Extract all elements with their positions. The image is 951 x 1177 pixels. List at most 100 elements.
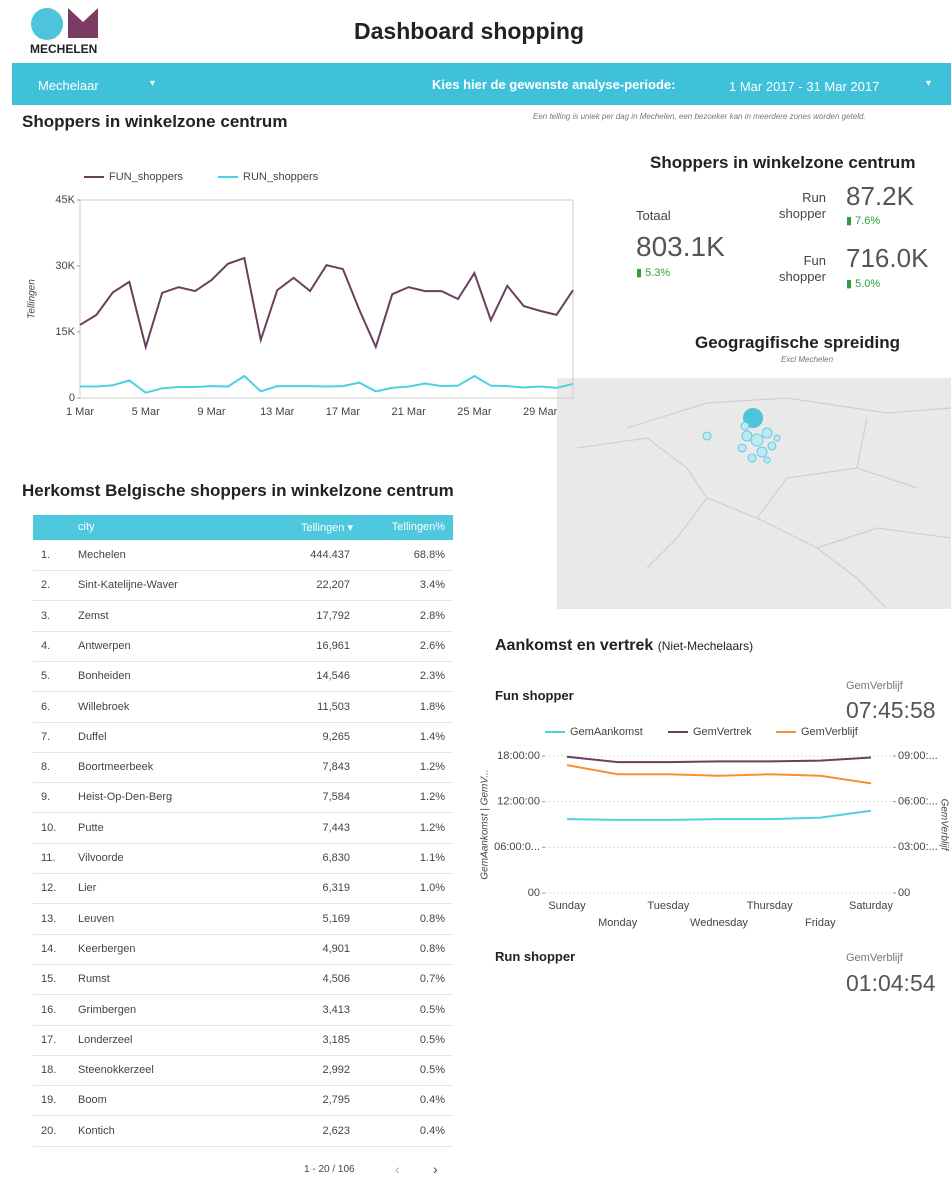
dropdown-arrow: ▾ [926, 78, 932, 89]
city: Boortmeerbeek [78, 761, 154, 774]
kpi-value: 716.0K [846, 243, 929, 273]
count: 2,623 [322, 1124, 350, 1137]
kpi-title: Shoppers in winkelzone centrum [650, 153, 916, 172]
series-line [566, 809, 872, 821]
x-tick-label: 25 Mar [457, 406, 492, 418]
table-row: 8. Boortmeerbeek 7,843 1.2% [33, 752, 453, 784]
logo-text: MECHELEN [30, 42, 98, 56]
column-header[interactable]: Tellingen% [391, 521, 445, 533]
x-tick-label: 17 Mar [326, 406, 361, 418]
x-tick-label: Thursday [747, 900, 793, 912]
rank: 9. [41, 791, 51, 804]
stat-label: GemVerblijf [846, 952, 903, 964]
rank: 12. [41, 882, 57, 895]
table-row: 12. Lier 6,319 1.0% [33, 873, 453, 905]
count: 14,546 [316, 670, 350, 683]
fun-label: Fun shopper [495, 688, 574, 703]
percent: 1.1% [419, 852, 445, 864]
city: Heist-Op-Den-Berg [78, 791, 173, 804]
rank: 15. [41, 973, 57, 986]
period-picker[interactable]: 1 Mar 2017 - 31 Mar 2017 [729, 79, 880, 94]
count: 11,503 [317, 700, 350, 713]
percent: 0.8% [419, 912, 445, 925]
percent: 3.4% [419, 579, 445, 592]
table-row: 1. Mechelen 444.437 68.8% [33, 540, 453, 571]
table-row: 14. Keerbergen 4,901 0.8% [33, 934, 453, 965]
table-row: 6. Willebroek 11,503 1.8% [33, 692, 453, 723]
city: Lier [78, 882, 97, 895]
count: 4,506 [322, 973, 350, 986]
city: Mechelen [78, 549, 126, 561]
kpi-change-value: 7.6% [855, 215, 881, 227]
arrival-title: Aankomst en vertrek (Niet-Mechelaars) [495, 637, 753, 655]
rank: 6. [41, 700, 51, 713]
count: 16,961 [316, 639, 350, 652]
column-header[interactable]: Tellingen ▾ [301, 522, 353, 534]
y2-tick-label: 00 [898, 887, 910, 899]
count: 2,795 [322, 1094, 350, 1107]
x-tick-label: Monday [598, 917, 638, 929]
map-subtitle: Excl Mechelen [781, 355, 834, 364]
period-prompt: Kies hier de gewenste analyse-periode: [432, 77, 676, 92]
city: Londerzeel [78, 1033, 133, 1046]
rank: 18. [41, 1064, 57, 1077]
y-tick-label: 12:00:00 [497, 796, 540, 808]
series-line [79, 256, 574, 351]
viewer-dropdown[interactable]: Mechelaar [38, 78, 99, 93]
city: Rumst [78, 973, 110, 986]
y2-tick-label: 06:00:... [898, 796, 938, 808]
count: 7,843 [322, 761, 350, 774]
rank: 13. [41, 912, 57, 925]
stat-value: 01:04:54 [846, 970, 936, 996]
next-page[interactable]: › [433, 1161, 438, 1177]
count: 9,265 [322, 730, 350, 743]
logo-mark [31, 8, 98, 40]
percent: 0.5% [419, 1033, 445, 1046]
x-tick-label: Tuesday [647, 900, 689, 912]
rank: 7. [41, 730, 51, 743]
arrival-title-text: Aankomst en vertrek [495, 637, 654, 654]
dropdown-arrow: ▾ [150, 78, 156, 89]
count: 3,413 [322, 1003, 350, 1016]
y-tick-label: 30K [55, 260, 75, 272]
y-tick-label: 18:00:00 [497, 750, 540, 762]
x-tick-label: 13 Mar [260, 406, 295, 418]
x-tick-label: 9 Mar [197, 406, 225, 418]
plot-border [79, 199, 574, 399]
count: 3,185 [322, 1033, 350, 1046]
kpi-label: Fun shopper [779, 253, 826, 284]
percent: 1.2% [419, 821, 445, 834]
legend-label: GemVerblijf [801, 726, 859, 738]
city: Duffel [78, 730, 107, 743]
kpi-change-value: 5.0% [855, 278, 881, 290]
arrival-subtitle: (Niet-Mechelaars) [657, 639, 754, 653]
legend-label: RUN_shoppers [243, 171, 319, 183]
y-tick-label: 00 [528, 887, 540, 899]
rank: 11. [41, 852, 56, 864]
table-row: 4. Antwerpen 16,961 2.6% [33, 631, 453, 662]
kpi-change: ▮ 7.6% [846, 215, 881, 227]
table-row: 13. Leuven 5,169 0.8% [33, 904, 453, 935]
x-tick-label: 21 Mar [392, 406, 427, 418]
y2-tick-label: 03:00:... [898, 841, 938, 853]
y-axis-title: GemAankomst | GemV... [480, 769, 491, 879]
rank: 19. [41, 1094, 57, 1107]
y-axis-title: Tellingen [27, 279, 38, 319]
x-tick-label: Friday [805, 917, 836, 929]
percent: 1.2% [419, 791, 445, 804]
map-title: Geogragifische spreiding [695, 333, 900, 352]
prev-page[interactable]: ‹ [395, 1161, 400, 1177]
rank: 14. [41, 942, 57, 955]
count: 7,584 [322, 791, 350, 804]
city: Bonheiden [78, 670, 131, 683]
count: 6,319 [322, 882, 350, 895]
x-tick-label: 5 Mar [132, 406, 160, 418]
y2-tick-label: 09:00:... [898, 750, 938, 762]
table-row: 9. Heist-Op-Den-Berg 7,584 1.2% [33, 782, 453, 814]
stat-label: GemVerblijf [846, 680, 903, 692]
series-line [566, 755, 872, 764]
percent: 1.8% [419, 700, 445, 713]
kpi-change: ▮ 5.3% [636, 267, 671, 279]
